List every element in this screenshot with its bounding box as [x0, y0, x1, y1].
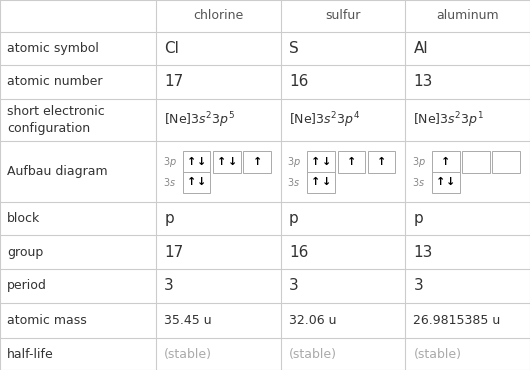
Text: ↑: ↑: [187, 157, 196, 167]
Text: chlorine: chlorine: [193, 9, 244, 22]
Bar: [307, 151, 335, 173]
Text: 13: 13: [413, 245, 433, 260]
Text: 13: 13: [413, 74, 433, 90]
Text: ↑: ↑: [187, 178, 196, 188]
Text: 26.9815385 u: 26.9815385 u: [413, 314, 501, 327]
Text: ↑: ↑: [252, 157, 262, 167]
Text: 3: 3: [289, 278, 298, 293]
Bar: [432, 172, 460, 193]
Text: 32.06 u: 32.06 u: [289, 314, 337, 327]
Text: atomic symbol: atomic symbol: [7, 42, 99, 55]
Text: [Ne]3$s^2$3$p^4$: [Ne]3$s^2$3$p^4$: [289, 110, 360, 130]
Text: 3$s$: 3$s$: [412, 176, 425, 188]
Text: atomic number: atomic number: [7, 75, 102, 88]
Bar: [183, 172, 210, 193]
Text: 3: 3: [413, 278, 423, 293]
Text: 3$s$: 3$s$: [287, 176, 301, 188]
Text: ↑: ↑: [377, 157, 386, 167]
Text: ↑: ↑: [436, 178, 445, 188]
Text: (stable): (stable): [289, 348, 337, 361]
Bar: [183, 151, 210, 173]
Text: (stable): (stable): [164, 348, 213, 361]
Text: Aufbau diagram: Aufbau diagram: [7, 165, 108, 178]
Text: S: S: [289, 41, 298, 56]
Text: 16: 16: [289, 74, 308, 90]
Text: 35.45 u: 35.45 u: [164, 314, 212, 327]
Bar: [243, 151, 271, 173]
Text: 3$s$: 3$s$: [163, 176, 176, 188]
Text: 16: 16: [289, 245, 308, 260]
Text: 17: 17: [164, 245, 183, 260]
Text: atomic mass: atomic mass: [7, 314, 86, 327]
Text: half-life: half-life: [7, 348, 54, 361]
Text: Cl: Cl: [164, 41, 179, 56]
Text: short electronic
configuration: short electronic configuration: [7, 105, 104, 135]
Text: 3$p$: 3$p$: [163, 155, 176, 169]
Text: ↑: ↑: [441, 157, 450, 167]
Text: [Ne]3$s^2$3$p^1$: [Ne]3$s^2$3$p^1$: [413, 110, 484, 130]
Text: 3$p$: 3$p$: [412, 155, 426, 169]
Text: ↓: ↓: [197, 178, 207, 188]
Text: ↓: ↓: [322, 157, 331, 167]
Text: p: p: [289, 211, 298, 226]
Text: 3$p$: 3$p$: [287, 155, 301, 169]
Text: ↓: ↓: [227, 157, 237, 167]
Text: period: period: [7, 279, 47, 292]
Text: ↓: ↓: [322, 178, 331, 188]
Text: Al: Al: [413, 41, 428, 56]
Bar: [338, 151, 365, 173]
Text: [Ne]3$s^2$3$p^5$: [Ne]3$s^2$3$p^5$: [164, 110, 235, 130]
Bar: [492, 151, 520, 173]
Text: (stable): (stable): [413, 348, 462, 361]
Text: sulfur: sulfur: [325, 9, 361, 22]
Text: ↑: ↑: [217, 157, 226, 167]
Text: 3: 3: [164, 278, 174, 293]
Bar: [307, 172, 335, 193]
Text: ↑: ↑: [311, 157, 321, 167]
Text: 17: 17: [164, 74, 183, 90]
Text: ↓: ↓: [446, 178, 456, 188]
Text: p: p: [164, 211, 174, 226]
Text: block: block: [7, 212, 40, 225]
Text: ↑: ↑: [311, 178, 321, 188]
Text: p: p: [413, 211, 423, 226]
Bar: [462, 151, 490, 173]
Text: aluminum: aluminum: [436, 9, 499, 22]
Text: ↓: ↓: [197, 157, 207, 167]
Bar: [368, 151, 395, 173]
Bar: [432, 151, 460, 173]
Text: group: group: [7, 246, 43, 259]
Text: ↑: ↑: [347, 157, 356, 167]
Bar: [213, 151, 241, 173]
